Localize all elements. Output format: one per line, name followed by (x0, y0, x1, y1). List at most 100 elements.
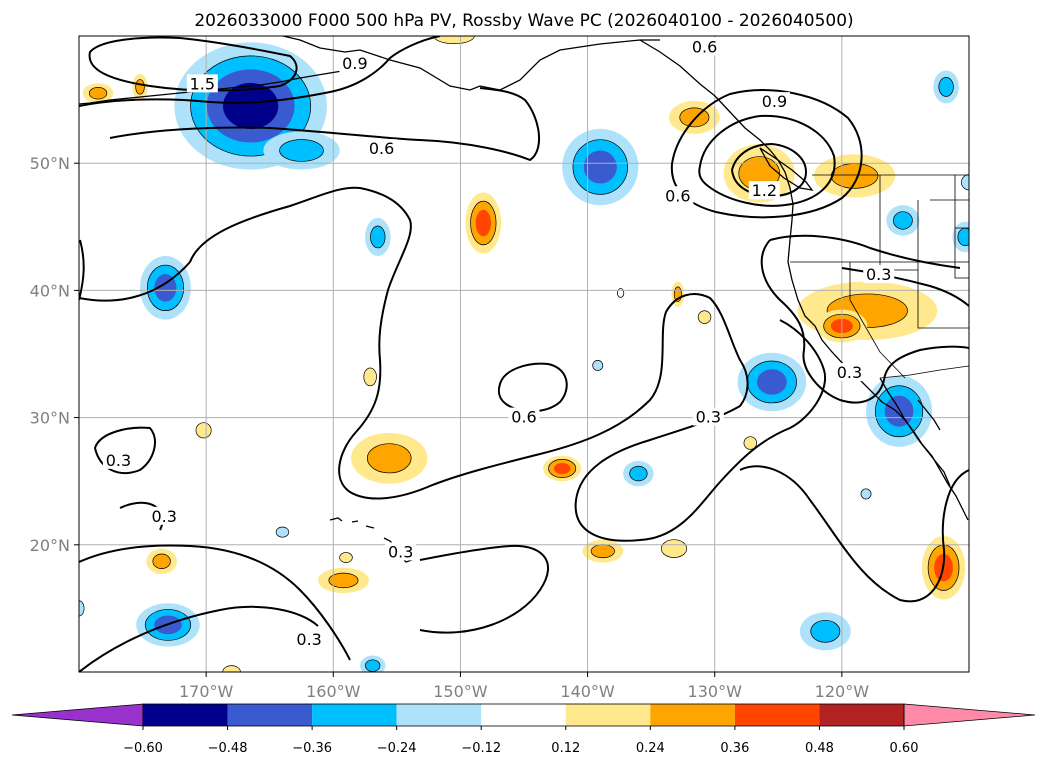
colorbar-segment (143, 704, 228, 726)
x-tick-label: 130°W (688, 682, 743, 701)
pv-anomaly-fill-level-1 (433, 36, 475, 44)
colorbar-tick-label: −0.48 (208, 741, 248, 756)
colorbar-tick-label: −0.60 (123, 741, 163, 756)
pv-anomaly-neg-14 (866, 375, 933, 447)
pv-anomaly-pos-6 (668, 100, 720, 134)
pv-contour-south-pacific (79, 465, 969, 672)
pv-anomaly-pos-20 (543, 455, 582, 482)
pv-anomaly-outline (363, 367, 377, 387)
pv-contour-aleutian-high (88, 36, 298, 92)
pv-anomaly-neg-28 (359, 655, 386, 672)
contour-label: 0.3 (696, 408, 721, 427)
pv-anomaly-outline (146, 264, 185, 311)
colorbar-tick-label: 0.24 (636, 741, 665, 756)
pv-anomaly-fill-level-2 (152, 554, 171, 569)
pv-contour-west-subtropics (79, 239, 191, 302)
pv-anomaly-outline (548, 459, 577, 478)
pv-anomaly-outline (743, 436, 758, 450)
pv-anomaly-fill-level-2 (367, 443, 412, 473)
pv-anomaly-outline (673, 286, 682, 302)
x-tick-label: 160°W (306, 682, 361, 701)
pv-contour-bc-middle (698, 114, 836, 207)
contour-label: 0.3 (866, 265, 891, 284)
colorbar-segment (734, 704, 820, 726)
pv-anomaly-neg-2 (140, 256, 191, 320)
pv-anomaly-outline (339, 552, 353, 563)
pv-anomaly-outline (875, 385, 924, 438)
pv-anomaly-pos-29 (222, 665, 241, 672)
x-tick-label: 120°W (815, 682, 870, 701)
pv-anomaly-pos-24 (146, 548, 177, 575)
contour-label-background (863, 265, 895, 284)
pv-anomaly-fill-level-2 (328, 573, 359, 588)
contour-label-background (186, 74, 218, 93)
pv-anomaly-pos-19 (351, 432, 428, 484)
contour-label-background (148, 506, 180, 525)
pv-anomaly-pos-25 (318, 567, 369, 594)
pv-anomaly-fill-level-1 (222, 665, 241, 672)
contour-label-background (385, 542, 417, 561)
pv-anomaly-fill-level-2 (365, 659, 381, 672)
pv-anomaly-outline (365, 659, 381, 672)
pv-anomaly-neg-13 (737, 352, 807, 412)
contour-label: 1.2 (752, 181, 777, 200)
contour-label: 0.6 (692, 37, 717, 56)
contour-label: 0.6 (369, 139, 394, 158)
contour-label-background (748, 181, 780, 200)
colorbar-tick-label: −0.12 (461, 741, 501, 756)
pv-anomaly-outline (470, 200, 497, 246)
contour-label: 0.9 (762, 92, 787, 111)
contour-label: 0.9 (342, 54, 367, 73)
pv-anomaly-pos-5 (465, 192, 502, 254)
colorbar-extend-high (903, 703, 1036, 727)
x-tick-label: 150°W (433, 682, 488, 701)
colorbar-segment (481, 704, 566, 726)
pv-anomaly-fill-level-2 (279, 139, 324, 162)
colorbar-tick-label: −0.36 (292, 741, 332, 756)
pv-anomaly-fill-level-1 (79, 600, 85, 617)
pv-anomaly-outline (810, 619, 841, 643)
pv-anomaly-outline (660, 539, 688, 558)
pv-anomaly-outline (860, 488, 872, 500)
pv-anomaly-fill-level-1 (743, 436, 757, 450)
contour-label-background (758, 92, 790, 111)
pv-anomaly-neg-21 (623, 460, 654, 487)
contour-label: 0.3 (106, 451, 131, 470)
pv-anomaly-outline (279, 139, 324, 162)
contour-label-background (689, 37, 721, 56)
pv-anomaly-neg-4 (562, 128, 639, 206)
x-tick-label: 140°W (560, 682, 615, 701)
y-tick-label: 30°N (30, 409, 70, 428)
pv-anomaly-pos-40 (339, 552, 353, 563)
contour-label: 0.3 (296, 630, 321, 649)
colorbar-tick-label: 0.60 (890, 741, 919, 756)
pv-anomaly-outline (88, 87, 108, 100)
pv-anomaly-fill-level-1 (363, 367, 377, 386)
pv-anomaly-layer (79, 36, 969, 672)
colorbar-segment (565, 704, 651, 726)
colorbar: −0.60 −0.48 −0.36 −0.24 −0.12 0.12 0.24 0.36 0.4… (11, 703, 1036, 756)
pv-anomaly-fill-level-2 (957, 228, 969, 246)
pv-anomaly-pos-36 (697, 310, 712, 324)
pv-anomaly-outline (938, 77, 954, 97)
pv-anomaly-pos-33 (195, 422, 212, 439)
pv-anomaly-fill-level-1 (961, 174, 969, 190)
pv-anomaly-fill-level-2 (938, 77, 954, 97)
pv-anomaly-fill-level-3 (154, 274, 177, 302)
pv-anomaly-neg-37 (860, 488, 872, 500)
pv-contour-west-coast (760, 234, 969, 404)
pv-anomaly-fill-level-3 (884, 395, 914, 427)
contour-label-background (366, 139, 398, 158)
colorbar-segment (312, 704, 397, 726)
contour-label: 0.6 (665, 186, 690, 205)
baja-california-coast (879, 377, 951, 487)
pv-anomaly-outline (222, 665, 241, 672)
pv-anomaly-outline (275, 526, 290, 538)
hawaiian-islands (329, 517, 413, 563)
y-tick-label: 20°N (30, 536, 70, 555)
pv-anomaly-pos-17 (82, 83, 114, 104)
pv-anomaly-outline (826, 293, 908, 328)
axis-ticks: 170°W 160°W 150°W 140°W 130°W 120°W 50°N 40°N 30… (30, 154, 870, 701)
chart-title: 2026033000 F000 500 hPa PV, Rossby Wave … (194, 11, 853, 31)
